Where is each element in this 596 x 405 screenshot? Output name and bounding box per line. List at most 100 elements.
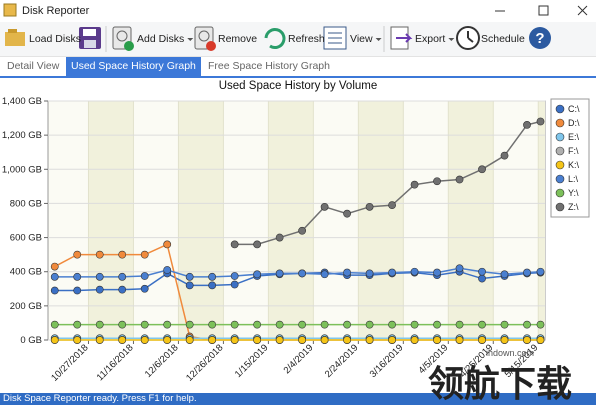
data-point — [208, 336, 217, 344]
x-tick-label: 5/15/2019 — [503, 342, 541, 380]
data-point — [536, 336, 545, 344]
data-point — [253, 270, 262, 279]
legend-marker — [555, 132, 565, 142]
legend-label: F:\ — [568, 146, 579, 156]
maximize-button[interactable] — [538, 5, 549, 16]
data-point — [50, 272, 59, 281]
data-point — [275, 269, 284, 278]
data-point — [298, 269, 307, 278]
data-point — [50, 320, 59, 329]
data-point — [433, 336, 441, 344]
data-point — [365, 202, 374, 211]
data-point — [478, 336, 486, 344]
band — [538, 101, 545, 340]
data-point — [500, 336, 509, 344]
data-point — [140, 272, 149, 280]
legend-marker — [555, 202, 565, 212]
data-point — [140, 320, 149, 329]
data-point — [536, 117, 545, 126]
data-point — [388, 336, 396, 344]
legend-label: K:\ — [568, 160, 580, 170]
data-point — [185, 281, 194, 290]
data-point — [253, 320, 262, 329]
data-point — [298, 336, 307, 344]
data-point — [388, 320, 396, 329]
x-tick-label: 3/16/2019 — [368, 342, 406, 380]
toolbar-button[interactable]: Load Disks — [29, 33, 81, 45]
y-tick-label: 1,400 GB — [2, 96, 42, 107]
data-point — [163, 240, 172, 249]
data-point — [298, 320, 307, 329]
data-point — [118, 320, 127, 329]
legend-marker — [555, 160, 565, 170]
data-point — [365, 320, 374, 329]
data-point — [523, 320, 531, 329]
data-point — [410, 267, 419, 276]
add-disks-icon — [112, 26, 134, 51]
toolbar-button[interactable]: Add Disks — [137, 33, 184, 45]
toolbar-graphics: ? Load Disks Add Disks Remove Refresh View Ex… — [5, 26, 551, 52]
data-point — [320, 336, 329, 344]
x-tick-label: 2/24/2019 — [323, 342, 361, 380]
data-point — [343, 320, 351, 329]
legend-label: D:\ — [568, 118, 580, 128]
tab[interactable]: Free Space History Graph — [208, 60, 330, 72]
y-tick-label: 200 GB — [10, 301, 42, 312]
data-point — [320, 202, 329, 211]
chart-title: Used Space History by Volume — [219, 80, 378, 92]
toolbar-button[interactable]: Remove — [218, 33, 257, 45]
data-point — [365, 336, 374, 344]
data-point — [163, 320, 172, 329]
data-point — [343, 336, 351, 344]
data-point — [343, 209, 351, 218]
title-bar: Disk Reporter — [0, 0, 596, 22]
x-tick-label: 1/15/2019 — [233, 342, 271, 380]
data-point — [230, 320, 239, 329]
toolbar-button[interactable]: Refresh — [288, 33, 325, 45]
data-point — [208, 320, 217, 329]
data-point — [163, 266, 172, 274]
data-point — [95, 250, 104, 259]
data-point — [455, 175, 464, 184]
x-tick-label: 11/16/2018 — [95, 342, 136, 383]
help-button[interactable]: ? — [529, 27, 551, 49]
data-point — [73, 336, 82, 344]
view-icon — [323, 26, 347, 50]
data-point — [410, 336, 419, 344]
legend-marker — [555, 118, 565, 128]
toolbar-button[interactable]: View — [350, 33, 373, 45]
svg-text:?: ? — [535, 30, 544, 47]
data-point — [95, 320, 104, 329]
tab[interactable]: Detail View — [7, 60, 60, 72]
band — [178, 101, 224, 340]
save-button[interactable] — [79, 27, 101, 49]
data-point — [253, 240, 262, 249]
data-point — [95, 285, 104, 294]
app-icon — [3, 3, 17, 17]
data-point — [275, 336, 284, 344]
close-button[interactable] — [577, 5, 588, 16]
legend-label: E:\ — [568, 132, 580, 142]
data-point — [523, 268, 531, 277]
tab[interactable]: Used Space History Graph — [66, 57, 201, 76]
data-point — [433, 177, 441, 186]
data-point — [455, 320, 464, 329]
data-point — [208, 272, 217, 281]
data-point — [388, 268, 396, 277]
toolbar-button[interactable]: Schedule — [481, 33, 525, 45]
dropdown-arrow — [187, 38, 194, 41]
remove-icon — [194, 26, 216, 51]
data-point — [95, 336, 104, 344]
data-point — [275, 320, 284, 329]
data-point — [455, 336, 464, 344]
toolbar-button[interactable]: Export — [415, 33, 445, 45]
data-point — [163, 336, 172, 344]
data-point — [50, 262, 59, 271]
data-point — [95, 272, 104, 281]
data-point — [320, 270, 329, 279]
data-point — [185, 320, 194, 329]
data-point — [365, 269, 374, 278]
data-point — [208, 281, 217, 290]
data-point — [500, 151, 509, 160]
